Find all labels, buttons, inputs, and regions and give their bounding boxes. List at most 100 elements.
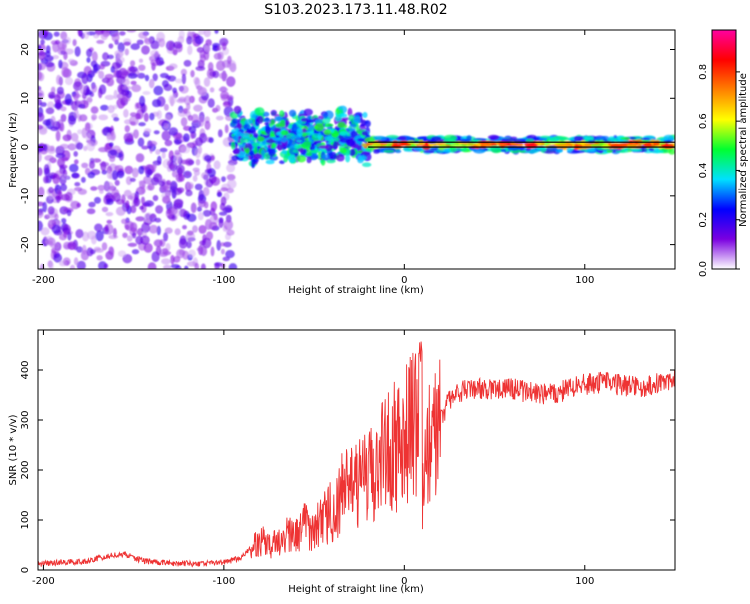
heatmap-cell [131,167,139,178]
heatmap-cell [73,108,79,119]
heatmap-cell [161,258,171,265]
heatmap-cell [489,145,501,151]
heatmap-cell [327,151,337,160]
heatmap-cell [195,66,206,71]
heatmap-cell [178,174,185,182]
heatmap-cell [168,41,174,52]
heatmap-cell [556,143,569,150]
heatmap-cell [640,137,650,141]
heatmap-cell [182,250,190,260]
x-tick-label: -100 [213,576,236,587]
heatmap-cell [187,230,194,236]
heatmap-cell [184,265,189,269]
heatmap-cell [293,145,302,149]
heatmap-cell [164,139,173,147]
heatmap-cell [86,48,93,58]
heatmap-cell [63,230,68,238]
heatmap-cell [186,142,196,149]
heatmap-cell [38,50,46,61]
heatmap-cell [191,113,199,124]
heatmap-cell [430,138,436,142]
heatmap-cell [240,132,251,139]
heatmap-cell [83,145,88,152]
heatmap-cell [204,44,211,53]
heatmap-cell [104,73,115,80]
heatmap-cell [357,138,366,142]
snr-y-label: SNR (10 * v/v) [8,414,19,485]
heatmap-cell [104,224,109,232]
heatmap-x-ticks: -200 -100 0 100 [32,30,594,286]
heatmap-cell [212,70,220,79]
heatmap-cell [88,201,96,208]
heatmap-cell [142,91,151,95]
heatmap-cell [67,115,77,125]
heatmap-cell [96,255,103,261]
heatmap-cell [213,160,221,170]
heatmap-cell [224,205,233,213]
heatmap-cell [59,143,69,150]
heatmap-cell [58,260,68,267]
heatmap-cell [231,118,239,124]
heatmap-cell [182,225,187,230]
heatmap-cell [102,52,109,61]
colorbar-tick-label: 0.2 [698,212,709,228]
colorbar-tick-label: 0.6 [698,113,709,129]
heatmap-cell [147,183,155,191]
heatmap-cell [76,202,81,208]
heatmap-cell [397,136,407,141]
heatmap-cell [152,73,158,82]
heatmap-cell [133,197,141,207]
heatmap-cell [143,243,153,253]
heatmap-cell [81,231,90,242]
heatmap-cell [93,63,101,72]
heatmap-cell [123,41,131,46]
heatmap-cell [417,136,423,140]
y-tick-label: 0 [20,144,31,150]
heatmap-cell [254,107,265,117]
heatmap-cell [140,235,150,245]
heatmap-cell [91,51,98,62]
heatmap-cell [67,241,77,251]
heatmap-cell [168,164,176,170]
heatmap-cell [192,175,198,182]
heatmap-cell [291,135,301,141]
heatmap-cell [306,156,312,164]
heatmap-cell [168,94,177,105]
heatmap-cell [171,188,177,199]
heatmap-cell [362,162,372,167]
heatmap-cell [194,262,200,269]
heatmap-cell [183,108,188,114]
heatmap-cell [38,72,45,82]
heatmap-cell [226,229,235,236]
heatmap-cell [571,150,586,154]
heatmap-cell [222,101,232,108]
heatmap-cell [91,114,98,121]
heatmap-cell [100,161,107,172]
heatmap-cell [123,108,129,118]
heatmap-cell [279,160,285,165]
snr-y-ticks: 0 100 200 300 400 [20,360,675,573]
heatmap-cell [90,106,99,114]
heatmap-cell [194,35,204,45]
heatmap-cell [70,132,79,142]
heatmap-cell [339,147,347,154]
heatmap-cell [124,220,134,231]
heatmap-cell [38,112,45,122]
y-tick-label: 100 [20,510,31,529]
heatmap-cell [218,72,228,80]
heatmap-cell [111,170,119,181]
heatmap-cell [206,68,215,80]
heatmap-cell [300,117,309,122]
heatmap-cell [257,136,265,142]
heatmap-cell [40,227,50,236]
heatmap-cell [203,30,211,38]
heatmap-cell [125,200,130,209]
heatmap-cell [202,209,212,217]
heatmap-cell [442,148,451,153]
heatmap-cell [648,147,655,152]
heatmap-cell [138,64,146,71]
colorbar-gradient [712,30,736,269]
heatmap-cell [58,59,63,69]
heatmap-cell [159,248,170,256]
heatmap-cell [81,162,89,169]
